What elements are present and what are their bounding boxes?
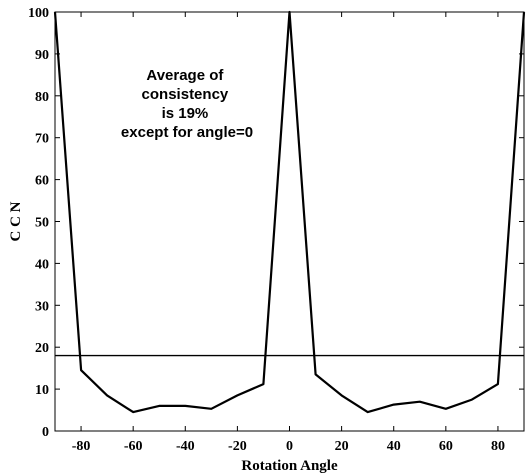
plot-frame <box>54 11 525 432</box>
y-tick-label: 0 <box>42 425 49 440</box>
x-tick-label: -60 <box>124 439 143 454</box>
series-line <box>53 10 526 414</box>
x-axis: -80 -60 -40 -20 0 20 40 60 80 <box>72 12 505 454</box>
y-tick-label: 30 <box>35 299 49 314</box>
annotation-line-2: consistency <box>142 86 229 103</box>
x-axis-label: Rotation Angle <box>241 458 338 474</box>
x-tick-label: 40 <box>387 439 401 454</box>
x-tick-label: 80 <box>491 439 505 454</box>
annotation-line-1: Average of <box>146 67 224 84</box>
x-tick-label: -80 <box>72 439 91 454</box>
y-axis: 0 10 20 30 40 50 60 70 80 90 100 <box>28 6 524 440</box>
plot-area-border <box>54 11 525 432</box>
x-tick-label: -20 <box>228 439 247 454</box>
y-tick-label: 100 <box>28 6 49 21</box>
y-tick-label: 90 <box>35 48 49 63</box>
y-tick-label: 40 <box>35 257 49 272</box>
annotation-line-4: except for angle=0 <box>121 124 253 141</box>
y-tick-label: 70 <box>35 132 49 147</box>
series-layer <box>53 10 526 414</box>
y-axis-label: C C N <box>8 201 24 241</box>
x-tick-label: 20 <box>335 439 349 454</box>
y-tick-label: 60 <box>35 174 49 189</box>
x-tick-label: 60 <box>439 439 453 454</box>
annotation: Average of consistency is 19% except for… <box>121 67 253 141</box>
y-tick-label: 20 <box>35 341 49 356</box>
y-tick-label: 50 <box>35 216 49 231</box>
y-tick-label: 80 <box>35 90 49 105</box>
x-tick-label: 0 <box>286 439 293 454</box>
x-tick-label: -40 <box>176 439 195 454</box>
y-tick-label: 10 <box>35 383 49 398</box>
annotation-line-3: is 19% <box>162 105 209 122</box>
